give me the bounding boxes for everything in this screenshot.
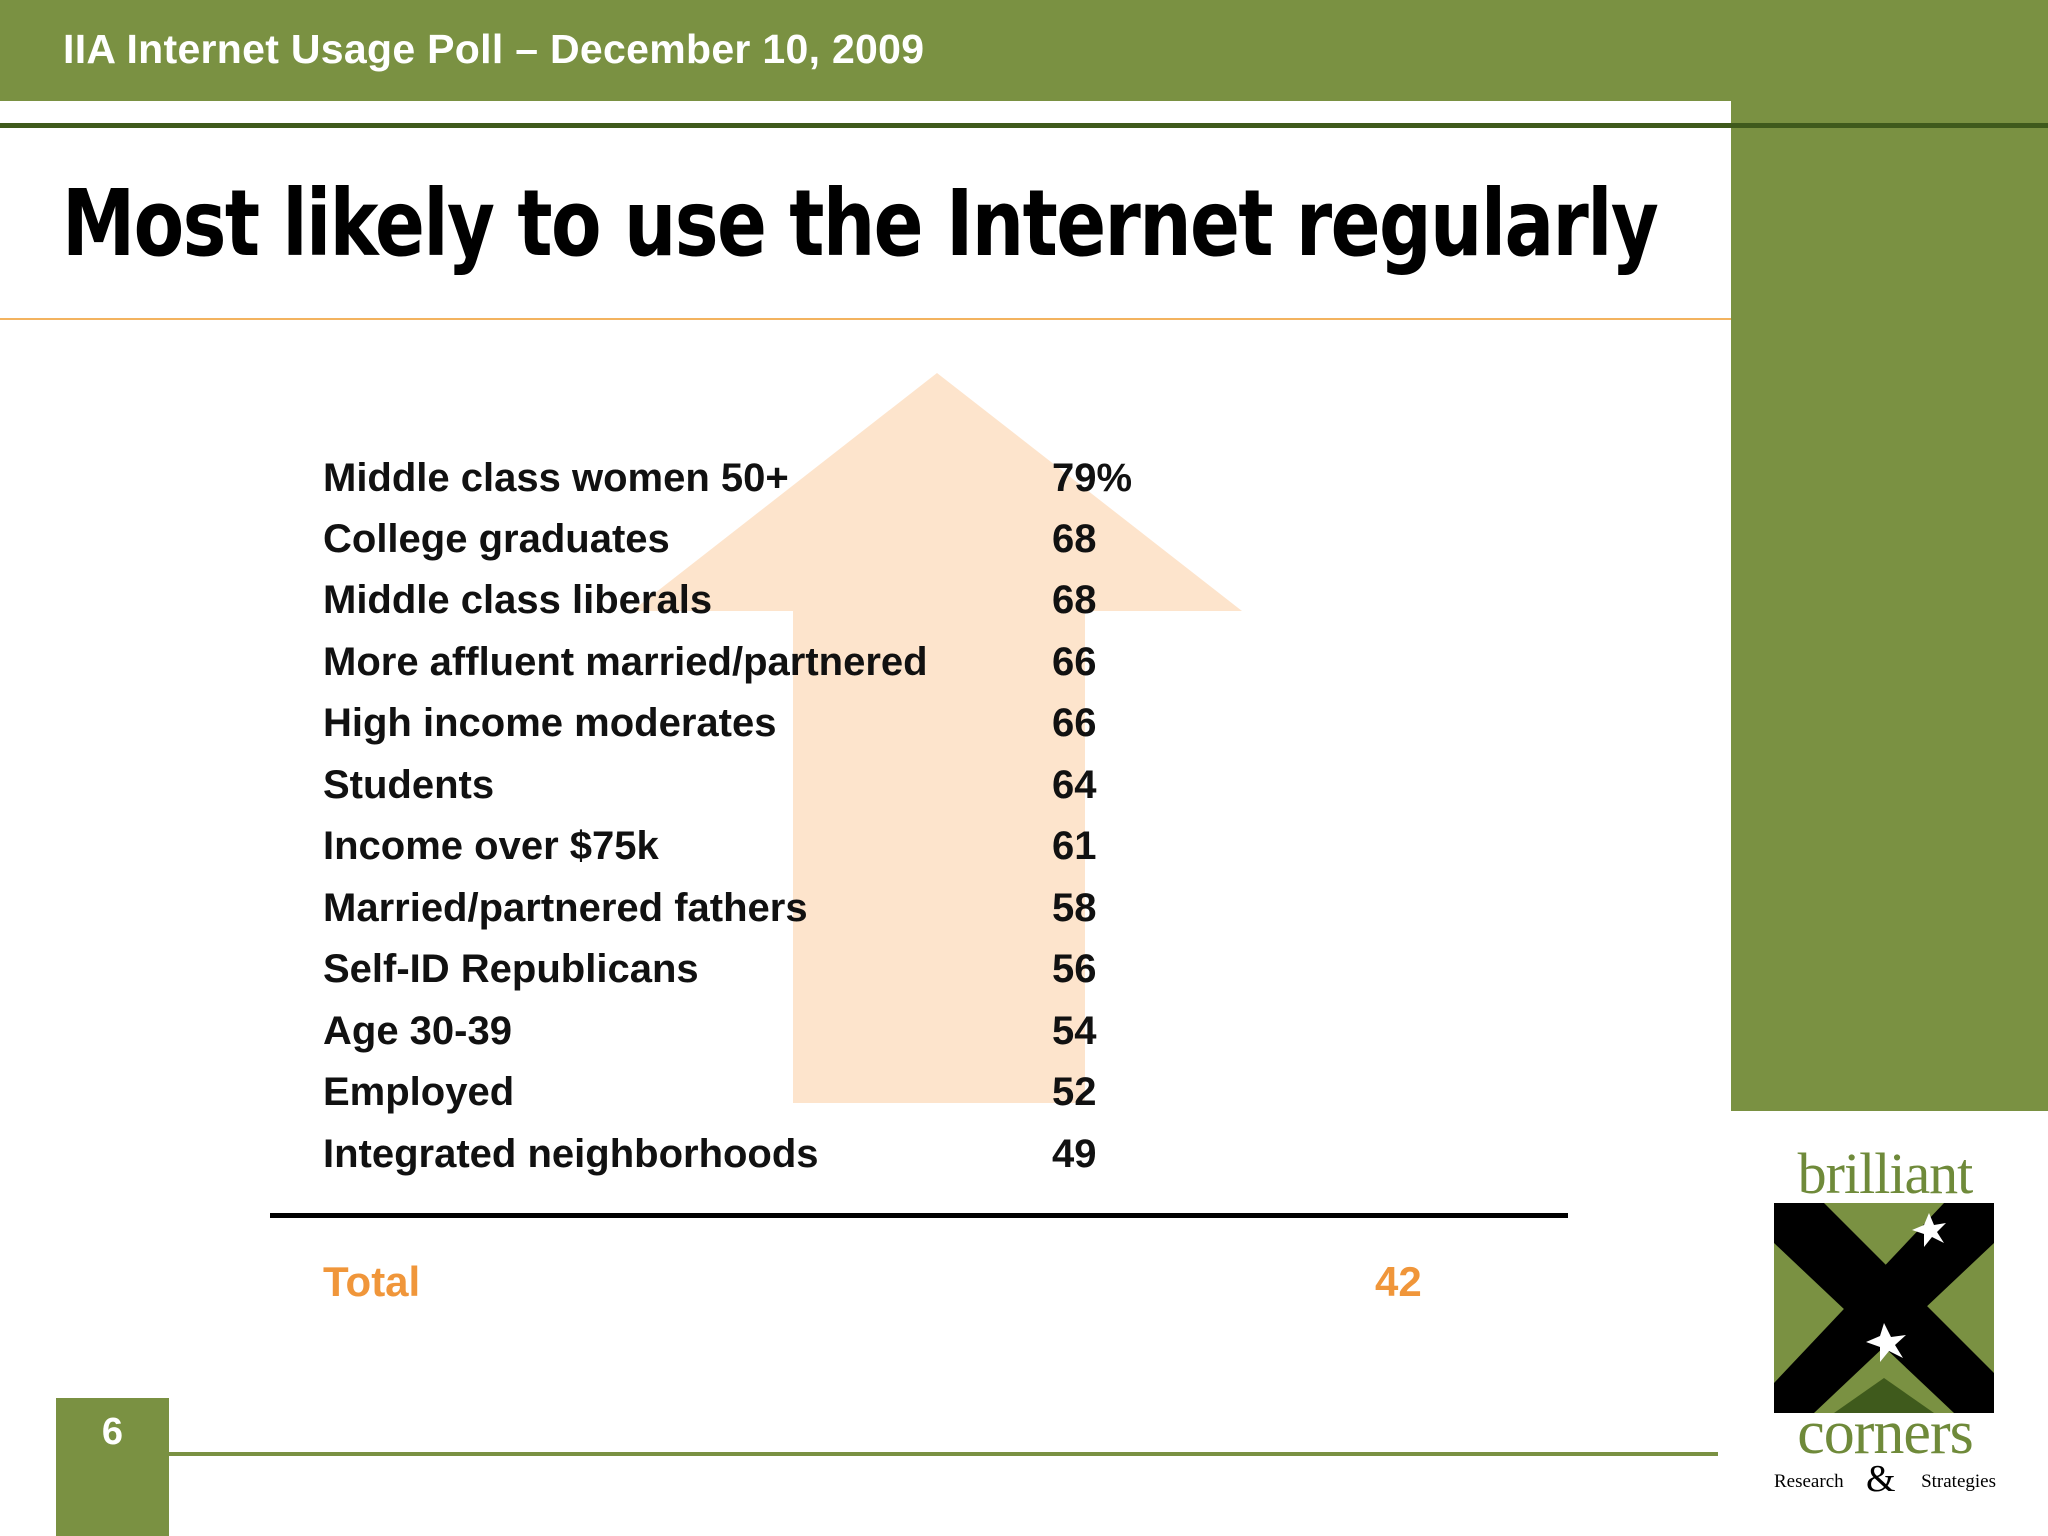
table-row: Married/partnered fathers 58 <box>323 886 1523 936</box>
row-label: Middle class liberals <box>323 578 713 622</box>
page-number: 6 <box>101 1411 124 1453</box>
total-label: Total <box>323 1258 421 1305</box>
row-value: 58 <box>1052 886 1097 930</box>
row-label: Middle class women 50+ <box>323 456 789 500</box>
table-row: Integrated neighborhoods 49 <box>323 1132 1523 1182</box>
table-row: Employed 52 <box>323 1070 1523 1120</box>
row-label: Integrated neighborhoods <box>323 1132 819 1176</box>
table-row: Students 64 <box>323 763 1523 813</box>
table-row: High income moderates 66 <box>323 701 1523 751</box>
row-label: High income moderates <box>323 701 777 745</box>
logo-text-top: brilliant <box>1797 1141 1974 1206</box>
slide-title: Most likely to use the Internet regularl… <box>62 170 1659 277</box>
table-row: College graduates 68 <box>323 517 1523 567</box>
table-row: Income over $75k 61 <box>323 824 1523 874</box>
row-label: Students <box>323 763 495 807</box>
row-value: 54 <box>1052 1009 1097 1053</box>
logo-sub-left: Research <box>1774 1471 1844 1492</box>
header-title: IIA Internet Usage Poll – December 10, 2… <box>63 26 925 72</box>
up-arrow-icon <box>632 373 1242 1103</box>
row-value: 79% <box>1052 456 1133 500</box>
logo-sub-amp: & <box>1866 1458 1896 1500</box>
logo-text-bottom: corners <box>1797 1399 1973 1467</box>
row-label: Married/partnered fathers <box>323 886 808 930</box>
brilliant-corners-logo: brilliant corners Research & Strategies <box>1770 1140 2000 1500</box>
page-number-box: 6 <box>56 1398 169 1536</box>
right-accent-band <box>1731 101 2048 1111</box>
row-label: Age 30-39 <box>323 1009 512 1053</box>
row-value: 64 <box>1052 763 1097 807</box>
row-label: College graduates <box>323 517 670 561</box>
row-value: 66 <box>1052 640 1097 684</box>
row-value: 56 <box>1052 947 1097 991</box>
logo-sub-right: Strategies <box>1921 1471 1996 1492</box>
row-label: More affluent married/partnered <box>323 640 928 684</box>
footer-line <box>168 1452 1718 1456</box>
row-value: 68 <box>1052 578 1097 622</box>
row-value: 61 <box>1052 824 1097 868</box>
row-label: Employed <box>323 1070 515 1114</box>
table-row: Middle class liberals 68 <box>323 578 1523 628</box>
logo-subtitle: Research & Strategies <box>1774 1458 1996 1500</box>
row-label: Self-ID Republicans <box>323 947 699 991</box>
logo-x-icon <box>1774 1203 1994 1413</box>
total-divider <box>270 1213 1568 1218</box>
row-label: Income over $75k <box>323 824 659 868</box>
table-row: More affluent married/partnered 66 <box>323 640 1523 690</box>
header-bar: IIA Internet Usage Poll – December 10, 2… <box>0 0 2048 101</box>
row-value: 49 <box>1052 1132 1097 1176</box>
table-row: Self-ID Republicans 56 <box>323 947 1523 997</box>
table-row: Middle class women 50+ 79% <box>323 456 1523 506</box>
row-value: 68 <box>1052 517 1097 561</box>
table-row: Age 30-39 54 <box>323 1009 1523 1059</box>
title-divider <box>0 318 1731 320</box>
header-divider <box>0 123 2048 128</box>
row-value: 52 <box>1052 1070 1097 1114</box>
row-value: 66 <box>1052 701 1097 745</box>
total-value: 42 <box>1375 1258 1422 1305</box>
